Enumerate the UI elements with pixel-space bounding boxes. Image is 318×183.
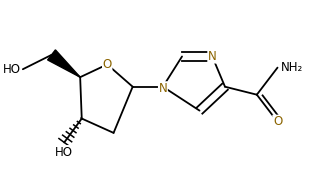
Text: HO: HO (55, 146, 73, 159)
Text: O: O (273, 115, 282, 128)
Text: O: O (103, 58, 112, 71)
Polygon shape (48, 50, 80, 77)
Text: N: N (159, 82, 167, 95)
Text: HO: HO (3, 63, 21, 76)
Text: N: N (208, 50, 217, 63)
Text: NH₂: NH₂ (281, 61, 303, 74)
